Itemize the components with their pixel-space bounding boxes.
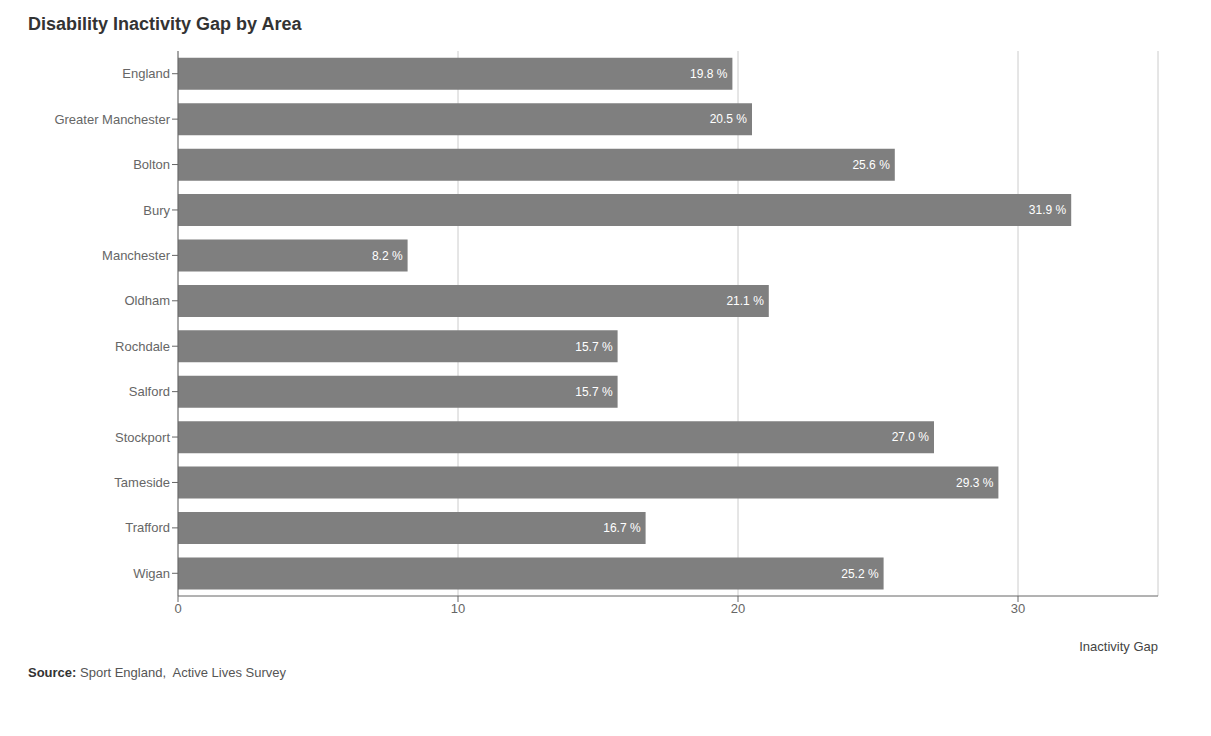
svg-text:19.8 %: 19.8 %: [690, 67, 728, 81]
svg-text:20.5 %: 20.5 %: [710, 112, 748, 126]
svg-text:27.0 %: 27.0 %: [892, 430, 930, 444]
svg-text:10: 10: [451, 601, 465, 616]
svg-text:Trafford: Trafford: [125, 520, 170, 535]
svg-text:25.6 %: 25.6 %: [852, 158, 890, 172]
svg-text:15.7 %: 15.7 %: [575, 340, 613, 354]
svg-text:25.2 %: 25.2 %: [841, 567, 879, 581]
html-text:Source: Sport England, Active: Source: Sport England, Active Lives Surv…: [28, 665, 286, 680]
svg-text:Inactivity Gap: Inactivity Gap: [1079, 639, 1158, 654]
svg-text:Stockport: Stockport: [115, 430, 170, 445]
svg-text:30: 30: [1011, 601, 1025, 616]
svg-text:20: 20: [731, 601, 745, 616]
svg-text:16.7 %: 16.7 %: [603, 521, 641, 535]
svg-text:Bolton: Bolton: [133, 157, 170, 172]
svg-text:15.7 %: 15.7 %: [575, 385, 613, 399]
svg-text:Bury: Bury: [143, 203, 170, 218]
svg-text:England: England: [122, 66, 170, 81]
svg-text:31.9 %: 31.9 %: [1029, 203, 1067, 217]
svg-text:Rochdale: Rochdale: [115, 339, 170, 354]
svg-text:Manchester: Manchester: [102, 248, 171, 263]
svg-text:Oldham: Oldham: [124, 293, 170, 308]
svg-text:29.3 %: 29.3 %: [956, 476, 994, 490]
svg-text:Greater Manchester: Greater Manchester: [54, 112, 170, 127]
svg-text:21.1 %: 21.1 %: [726, 294, 764, 308]
html-text:Disability Inactivity Gap by A: Disability Inactivity Gap by Area: [28, 14, 302, 34]
svg-text:Salford: Salford: [129, 384, 170, 399]
svg-text:Tameside: Tameside: [114, 475, 170, 490]
svg-text:0: 0: [174, 601, 181, 616]
svg-text:Wigan: Wigan: [133, 566, 170, 581]
svg-text:8.2 %: 8.2 %: [372, 249, 403, 263]
